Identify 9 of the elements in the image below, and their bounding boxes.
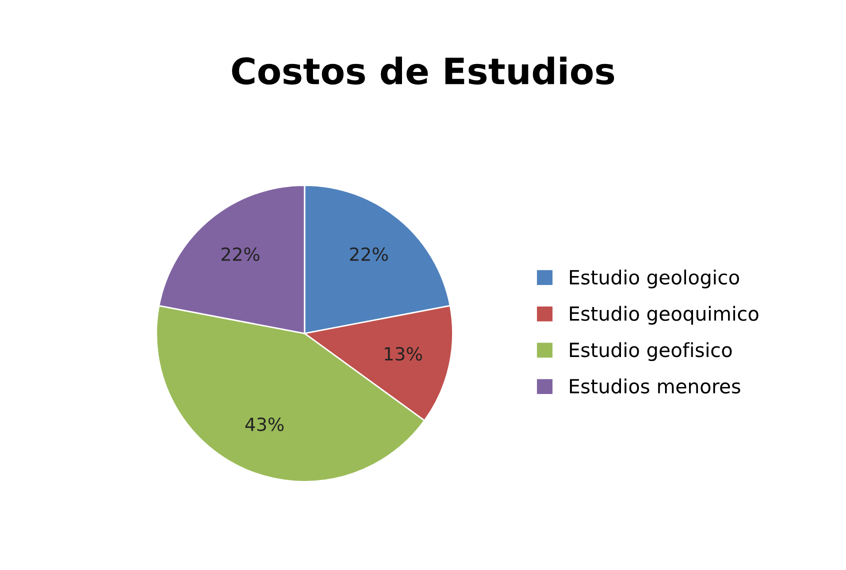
legend-label: Estudio geologico xyxy=(570,270,740,288)
data-label: 22% xyxy=(222,247,260,262)
data-label: 13% xyxy=(384,347,422,361)
legend-label: Estudio geoquimico xyxy=(570,306,758,325)
chart-title: Costos de Estudios xyxy=(232,56,614,85)
legend-label: Estudios menores xyxy=(570,378,740,394)
data-label: 43% xyxy=(245,418,284,432)
legend-label: Estudio geofisico xyxy=(570,342,732,362)
data-label: 22% xyxy=(350,247,388,262)
